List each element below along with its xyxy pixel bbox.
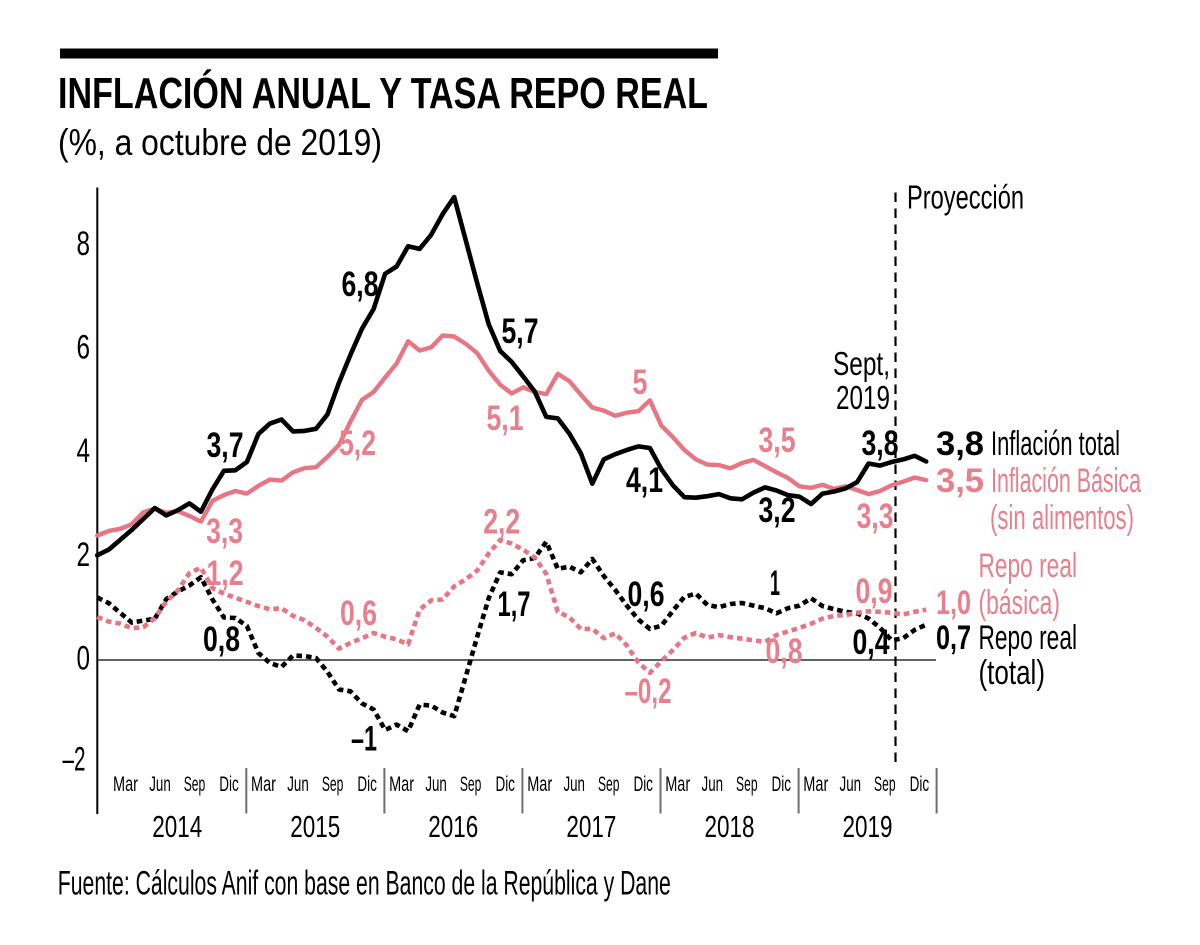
svg-text:2019: 2019 <box>836 379 890 416</box>
svg-text:Sep: Sep <box>598 773 620 796</box>
svg-text:4,1: 4,1 <box>626 461 663 500</box>
svg-text:3,5: 3,5 <box>936 462 984 500</box>
svg-text:Sep: Sep <box>322 773 344 796</box>
svg-text:Proyección: Proyección <box>907 179 1024 216</box>
svg-text:Mar: Mar <box>665 773 690 796</box>
svg-text:Dic: Dic <box>357 773 377 796</box>
svg-text:0,4: 0,4 <box>853 623 890 662</box>
svg-text:Mar: Mar <box>113 773 138 796</box>
svg-text:(total): (total) <box>979 654 1046 692</box>
svg-text:INFLACIÓN ANUAL Y TASA REPO RE: INFLACIÓN ANUAL Y TASA REPO REAL <box>58 68 708 118</box>
svg-text:Mar: Mar <box>803 773 828 796</box>
svg-text:1,0: 1,0 <box>936 584 971 622</box>
svg-text:5,7: 5,7 <box>502 312 539 351</box>
svg-text:0,9: 0,9 <box>856 572 893 611</box>
svg-text:0,8: 0,8 <box>766 632 803 671</box>
svg-text:Mar: Mar <box>389 773 414 796</box>
svg-text:Jun: Jun <box>702 773 724 796</box>
svg-text:Mar: Mar <box>527 773 552 796</box>
svg-text:3,8: 3,8 <box>936 425 984 463</box>
svg-text:Dic: Dic <box>772 773 792 796</box>
svg-text:0,8: 0,8 <box>203 620 240 659</box>
svg-text:8: 8 <box>77 225 91 263</box>
svg-text:Dic: Dic <box>219 773 239 796</box>
svg-text:3,8: 3,8 <box>862 424 899 463</box>
svg-text:Sept,: Sept, <box>833 345 890 382</box>
svg-text:3,7: 3,7 <box>207 426 244 465</box>
svg-text:2: 2 <box>77 536 91 574</box>
svg-text:Sep: Sep <box>736 773 758 796</box>
svg-text:Fuente: Cálculos Anif con base: Fuente: Cálculos Anif con base en Banco … <box>58 865 671 903</box>
svg-text:Dic: Dic <box>495 773 515 796</box>
svg-text:1,7: 1,7 <box>498 585 531 624</box>
svg-text:Jun: Jun <box>563 773 585 796</box>
svg-text:Repo real: Repo real <box>979 547 1078 585</box>
svg-text:(%, a octubre de 2019): (%, a octubre de 2019) <box>58 122 382 163</box>
svg-text:2018: 2018 <box>705 809 755 844</box>
svg-text:0,7: 0,7 <box>936 619 971 657</box>
svg-text:Mar: Mar <box>251 773 276 796</box>
svg-text:3,5: 3,5 <box>759 421 796 460</box>
svg-text:3,3: 3,3 <box>206 512 243 551</box>
svg-text:(básica): (básica) <box>979 584 1061 622</box>
svg-text:Jun: Jun <box>149 773 171 796</box>
svg-text:Sep: Sep <box>184 773 206 796</box>
svg-text:2015: 2015 <box>290 809 340 844</box>
svg-text:Dic: Dic <box>633 773 653 796</box>
svg-text:5,2: 5,2 <box>339 424 376 463</box>
svg-text:0,6: 0,6 <box>628 575 665 614</box>
svg-text:2017: 2017 <box>566 809 616 844</box>
svg-text:Dic: Dic <box>910 773 930 796</box>
svg-text:5: 5 <box>633 363 648 402</box>
svg-text:6: 6 <box>77 329 91 367</box>
svg-text:3,2: 3,2 <box>759 491 796 530</box>
svg-text:2,2: 2,2 <box>483 503 520 542</box>
svg-text:2014: 2014 <box>152 809 202 844</box>
svg-text:0,6: 0,6 <box>340 594 377 633</box>
svg-text:Jun: Jun <box>840 773 862 796</box>
svg-text:2019: 2019 <box>843 809 893 844</box>
svg-text:Sep: Sep <box>460 773 482 796</box>
svg-text:2016: 2016 <box>428 809 478 844</box>
svg-text:–0,2: –0,2 <box>625 672 672 711</box>
svg-text:–2: –2 <box>63 741 86 779</box>
svg-text:Jun: Jun <box>287 773 309 796</box>
svg-text:(sin alimentos): (sin alimentos) <box>990 499 1134 537</box>
svg-text:Repo real: Repo real <box>979 619 1078 657</box>
svg-text:–1: –1 <box>351 720 377 759</box>
svg-text:Sep: Sep <box>874 773 896 796</box>
svg-text:4: 4 <box>77 432 91 470</box>
svg-text:1,2: 1,2 <box>207 554 244 593</box>
svg-text:Inflación total: Inflación total <box>991 425 1120 463</box>
svg-text:6,8: 6,8 <box>342 265 379 304</box>
svg-text:0: 0 <box>77 640 91 678</box>
svg-text:Inflación Básica: Inflación Básica <box>991 462 1141 500</box>
svg-text:1: 1 <box>770 564 780 603</box>
svg-text:3,3: 3,3 <box>857 497 894 536</box>
svg-text:Jun: Jun <box>425 773 447 796</box>
svg-text:5,1: 5,1 <box>487 399 524 438</box>
